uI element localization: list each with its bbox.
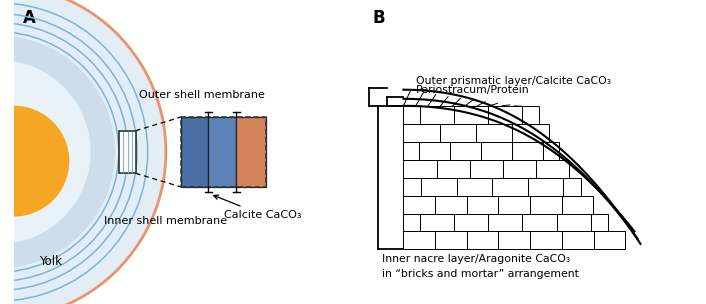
Bar: [488, 106, 522, 124]
Bar: [403, 231, 435, 249]
Bar: [594, 231, 626, 249]
Text: Inner nacre layer/Aragonite CaCO₃: Inner nacre layer/Aragonite CaCO₃: [382, 254, 570, 264]
Text: B: B: [373, 9, 385, 27]
Text: Yolk: Yolk: [39, 254, 62, 268]
Bar: [403, 142, 419, 160]
Text: Inner shell membrane: Inner shell membrane: [104, 216, 227, 226]
Bar: [556, 213, 590, 231]
Bar: [436, 160, 469, 178]
Bar: [420, 213, 455, 231]
Bar: [454, 106, 488, 124]
Circle shape: [0, 61, 90, 243]
Bar: [562, 196, 593, 213]
Text: A: A: [23, 9, 36, 27]
Bar: [590, 213, 608, 231]
Bar: [530, 196, 562, 213]
Bar: [492, 178, 527, 196]
Bar: [403, 213, 420, 231]
Bar: [403, 160, 436, 178]
Bar: [469, 160, 503, 178]
Bar: [181, 117, 266, 187]
Bar: [562, 231, 594, 249]
Bar: [420, 106, 454, 124]
Bar: [181, 117, 208, 187]
Circle shape: [0, 106, 68, 216]
Bar: [403, 124, 440, 142]
Bar: [522, 213, 556, 231]
Bar: [530, 231, 562, 249]
Bar: [403, 196, 435, 213]
Bar: [455, 213, 489, 231]
Bar: [512, 142, 543, 160]
Bar: [522, 106, 539, 124]
Bar: [421, 178, 457, 196]
Bar: [481, 142, 512, 160]
Bar: [563, 178, 581, 196]
Bar: [467, 231, 498, 249]
Bar: [119, 131, 136, 173]
Bar: [435, 196, 467, 213]
Circle shape: [0, 36, 114, 268]
Bar: [403, 106, 420, 124]
Bar: [403, 178, 421, 196]
Text: Outer shell membrane: Outer shell membrane: [140, 90, 265, 100]
Bar: [476, 124, 513, 142]
Bar: [403, 106, 420, 124]
Bar: [237, 117, 266, 187]
Bar: [403, 142, 419, 160]
Bar: [435, 231, 467, 249]
Text: Calcite CaCO₃: Calcite CaCO₃: [214, 195, 301, 220]
Bar: [498, 196, 530, 213]
Bar: [457, 178, 492, 196]
Text: Periostracum/Protein: Periostracum/Protein: [416, 85, 530, 95]
Circle shape: [0, 0, 166, 304]
Bar: [467, 196, 498, 213]
Bar: [208, 117, 237, 187]
Bar: [450, 142, 481, 160]
Bar: [498, 231, 530, 249]
Bar: [503, 160, 536, 178]
Bar: [513, 124, 549, 142]
Bar: [440, 124, 476, 142]
Bar: [536, 160, 569, 178]
Bar: [527, 178, 563, 196]
Bar: [403, 178, 421, 196]
Bar: [419, 142, 450, 160]
Bar: [543, 142, 558, 160]
Bar: [489, 213, 522, 231]
Text: Outer prismatic layer/Calcite CaCO₃: Outer prismatic layer/Calcite CaCO₃: [416, 76, 611, 86]
Text: in “bricks and mortar” arrangement: in “bricks and mortar” arrangement: [382, 269, 579, 279]
Bar: [403, 213, 420, 231]
